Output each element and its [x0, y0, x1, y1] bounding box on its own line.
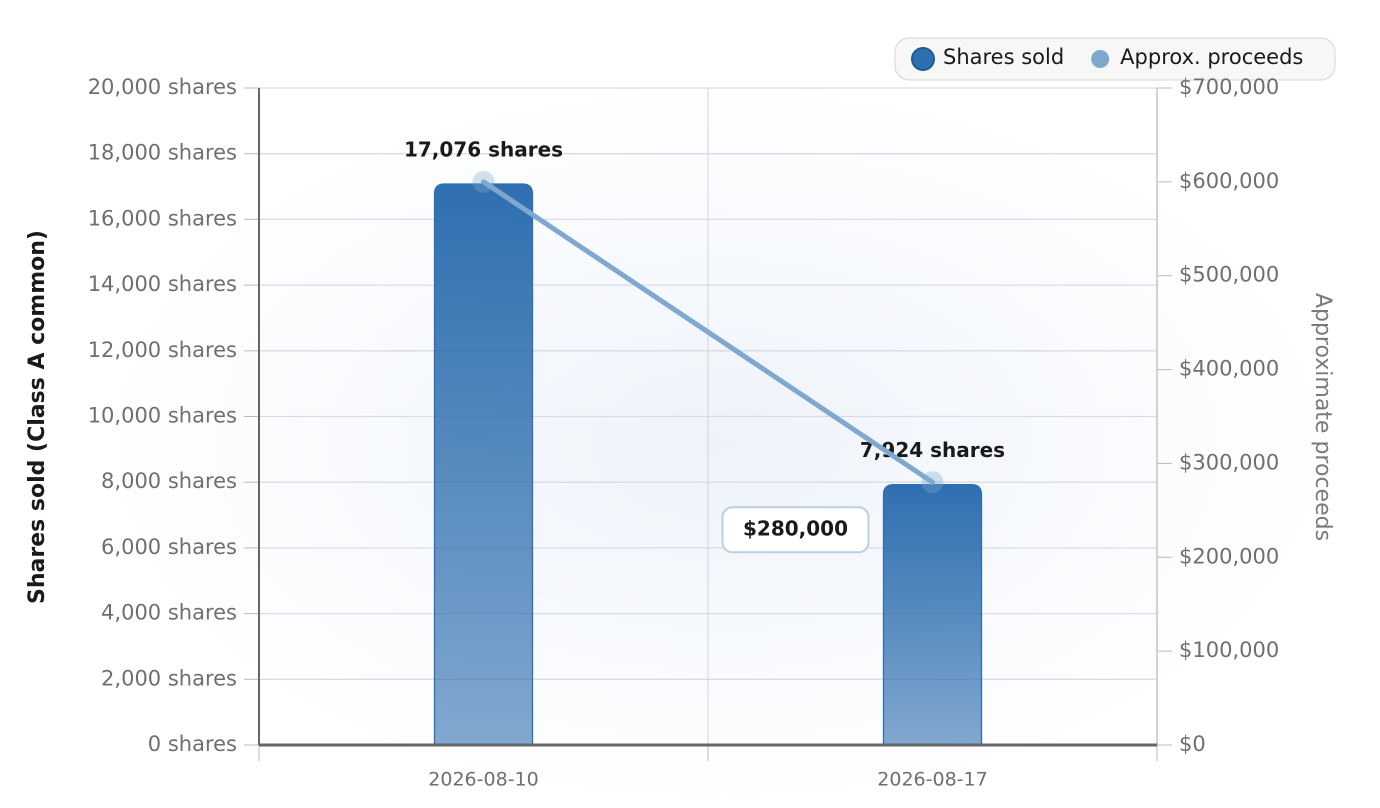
y-tick-label: 0 shares: [148, 732, 237, 756]
y2-tick-label: $500,000: [1179, 263, 1279, 287]
bar: [433, 183, 534, 746]
y-tick-label: 8,000 shares: [101, 469, 237, 493]
line-value-label: $280,000: [743, 517, 848, 541]
legend-box: [894, 37, 1336, 81]
y2-tick-label: $400,000: [1179, 357, 1279, 381]
bar-value-label: 17,076 shares: [404, 138, 563, 162]
legend: Shares sold Approx. proceeds: [894, 37, 1336, 81]
legend-label: Approx. proceeds: [1120, 45, 1303, 69]
y2-tick-label: $300,000: [1179, 450, 1279, 474]
y2-tick-label: $700,000: [1179, 75, 1279, 99]
legend-label: Shares sold: [943, 45, 1064, 69]
y-tick-label: 6,000 shares: [101, 535, 237, 559]
y-tick-label: 20,000 shares: [88, 75, 237, 99]
legend-swatch: [911, 47, 935, 71]
y-tick-label: 18,000 shares: [88, 141, 237, 165]
y2-tick-label: $200,000: [1179, 544, 1279, 568]
y-tick-label: 16,000 shares: [88, 206, 237, 230]
x-tick-label: 2026-08-10: [428, 769, 538, 791]
y2-tick-label: $100,000: [1179, 638, 1279, 662]
line-point: [472, 170, 495, 193]
y-tick-label: 2,000 shares: [101, 666, 237, 690]
x-tick-label: 2026-08-17: [877, 769, 987, 791]
y-tick-label: 14,000 shares: [88, 272, 237, 296]
y-tick-label: 12,000 shares: [88, 338, 237, 362]
y2-axis-title: Approximate proceeds: [1310, 293, 1335, 541]
y2-tick-label: $600,000: [1179, 169, 1279, 193]
bar: [882, 484, 983, 746]
line: [481, 179, 935, 485]
legend-swatch: [1091, 50, 1110, 68]
y-tick-label: 10,000 shares: [88, 404, 237, 428]
y-axis-title: Shares sold (Class A common): [25, 230, 50, 604]
line-point: [921, 471, 944, 494]
y-tick-label: 4,000 shares: [101, 601, 237, 625]
y2-tick-label: $0: [1179, 732, 1206, 756]
value-label-box: [721, 506, 870, 554]
